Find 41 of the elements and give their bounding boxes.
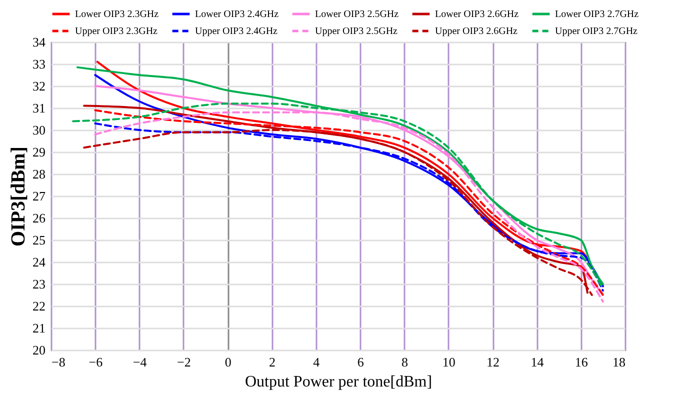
legend-label: Upper OIP3 2.4GHz [195, 26, 278, 37]
x-tick-label: −2 [177, 354, 191, 370]
x-tick-label: 6 [357, 354, 364, 370]
legend-label: Upper OIP3 2.5GHz [315, 26, 398, 37]
legend-label: Upper OIP3 2.6GHz [435, 26, 518, 37]
x-tick-label: 8 [401, 354, 408, 370]
y-tick-label: 21 [32, 320, 46, 336]
legend-label: Upper OIP3 2.3GHz [75, 26, 158, 37]
y-tick-label: 22 [32, 298, 46, 314]
x-tick-label: 4 [313, 354, 320, 370]
y-tick-label: 23 [32, 276, 46, 292]
legend-label: Lower OIP3 2.7GHz [555, 9, 640, 20]
legend-label: Lower OIP3 2.5GHz [315, 9, 400, 20]
x-tick-label: 10 [442, 354, 456, 370]
y-tick-label: 29 [32, 144, 46, 160]
legend-label: Lower OIP3 2.6GHz [435, 9, 520, 20]
y-tick-label: 33 [32, 56, 46, 72]
y-tick-label: 34 [32, 34, 46, 50]
y-tick-label: 32 [32, 78, 46, 94]
x-tick-label: 14 [530, 354, 544, 370]
legend-label: Lower OIP3 2.3GHz [75, 9, 160, 20]
x-tick-label: −4 [132, 354, 148, 370]
x-tick-label: −8 [52, 354, 66, 370]
x-tick-label: 2 [269, 354, 276, 370]
y-tick-label: 31 [32, 100, 46, 116]
legend-label: Upper OIP3 2.7GHz [555, 26, 638, 37]
y-tick-label: 24 [32, 254, 46, 270]
x-tick-label: −6 [88, 354, 104, 370]
y-tick-label: 27 [32, 188, 46, 204]
x-tick-label: 18 [612, 354, 626, 370]
y-tick-label: 20 [32, 342, 46, 358]
y-tick-label: 30 [32, 122, 46, 138]
x-axis-title: Output Power per tone[dBm] [244, 374, 432, 390]
y-tick-label: 25 [32, 232, 46, 248]
x-tick-label: 12 [486, 354, 500, 370]
y-axis-title: OIP3[dBm] [8, 146, 30, 246]
x-tick-label: 0 [224, 354, 232, 370]
y-tick-label: 26 [32, 210, 46, 226]
y-tick-label: 28 [32, 166, 46, 182]
legend-label: Lower OIP3 2.4GHz [195, 9, 280, 20]
x-tick-label: 16 [574, 354, 588, 370]
